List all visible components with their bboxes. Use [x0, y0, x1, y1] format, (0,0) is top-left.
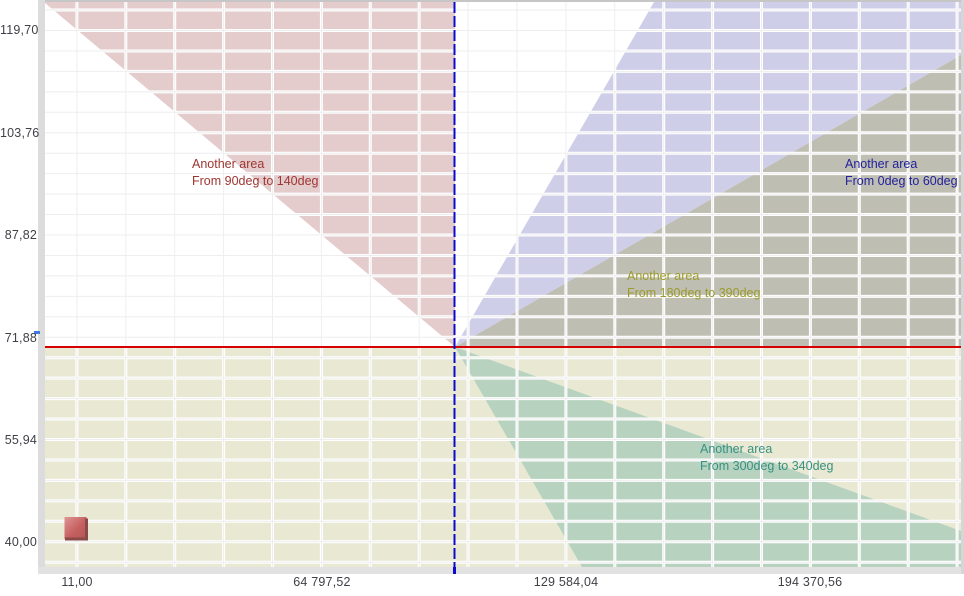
- area-label-0-60: Another area From 0deg to 60deg: [845, 156, 958, 190]
- plot-border-top: [38, 0, 964, 2]
- y-tick-label: 71,88: [4, 331, 37, 345]
- area-label-90-140: Another area From 90deg to 140deg: [192, 156, 318, 190]
- area-label-line: From 0deg to 60deg: [845, 174, 958, 188]
- grid-lines-white: [45, 2, 961, 567]
- y-axis-blue-tick: [34, 331, 40, 334]
- plot-border-right: [961, 0, 964, 574]
- y-tick-label: 40,00: [4, 535, 37, 549]
- area-label-line: Another area: [845, 157, 918, 171]
- area-label-line: From 180deg to 390deg: [627, 286, 761, 300]
- y-tick-label: 103,76: [0, 126, 40, 140]
- area-label-line: From 90deg to 140deg: [192, 174, 319, 188]
- grid-lines-faint: [45, 2, 961, 567]
- y-axis-line: [38, 0, 45, 574]
- x-axis-line: [38, 567, 964, 574]
- y-tick-label: 119,70: [0, 23, 39, 37]
- area-label-line: Another area: [700, 442, 773, 456]
- area-label-line: Another area: [192, 157, 265, 171]
- sector-300-340-area: [455, 347, 961, 567]
- sector-overlap-area: [455, 55, 961, 347]
- x-tick-label: 194 370,56: [777, 575, 843, 589]
- x-axis-blue-tick: [453, 567, 456, 574]
- y-tick-label: 55,94: [4, 433, 37, 447]
- data-point-marker: [64, 517, 87, 539]
- area-label-line: From 300deg to 340deg: [700, 459, 834, 473]
- plot-area[interactable]: [45, 2, 961, 567]
- x-tick-label: 129 584,04: [533, 575, 599, 589]
- area-label-300-340: Another area From 300deg to 340deg: [700, 441, 833, 475]
- area-label-line: Another area: [627, 269, 700, 283]
- data-point-marker-shadow: [65, 518, 88, 541]
- x-tick-label: 11,00: [61, 575, 93, 589]
- x-tick-label: 64 797,52: [293, 575, 351, 589]
- area-label-180-390: Another area From 180deg to 390deg: [627, 268, 760, 302]
- y-tick-label: 87,82: [4, 228, 37, 242]
